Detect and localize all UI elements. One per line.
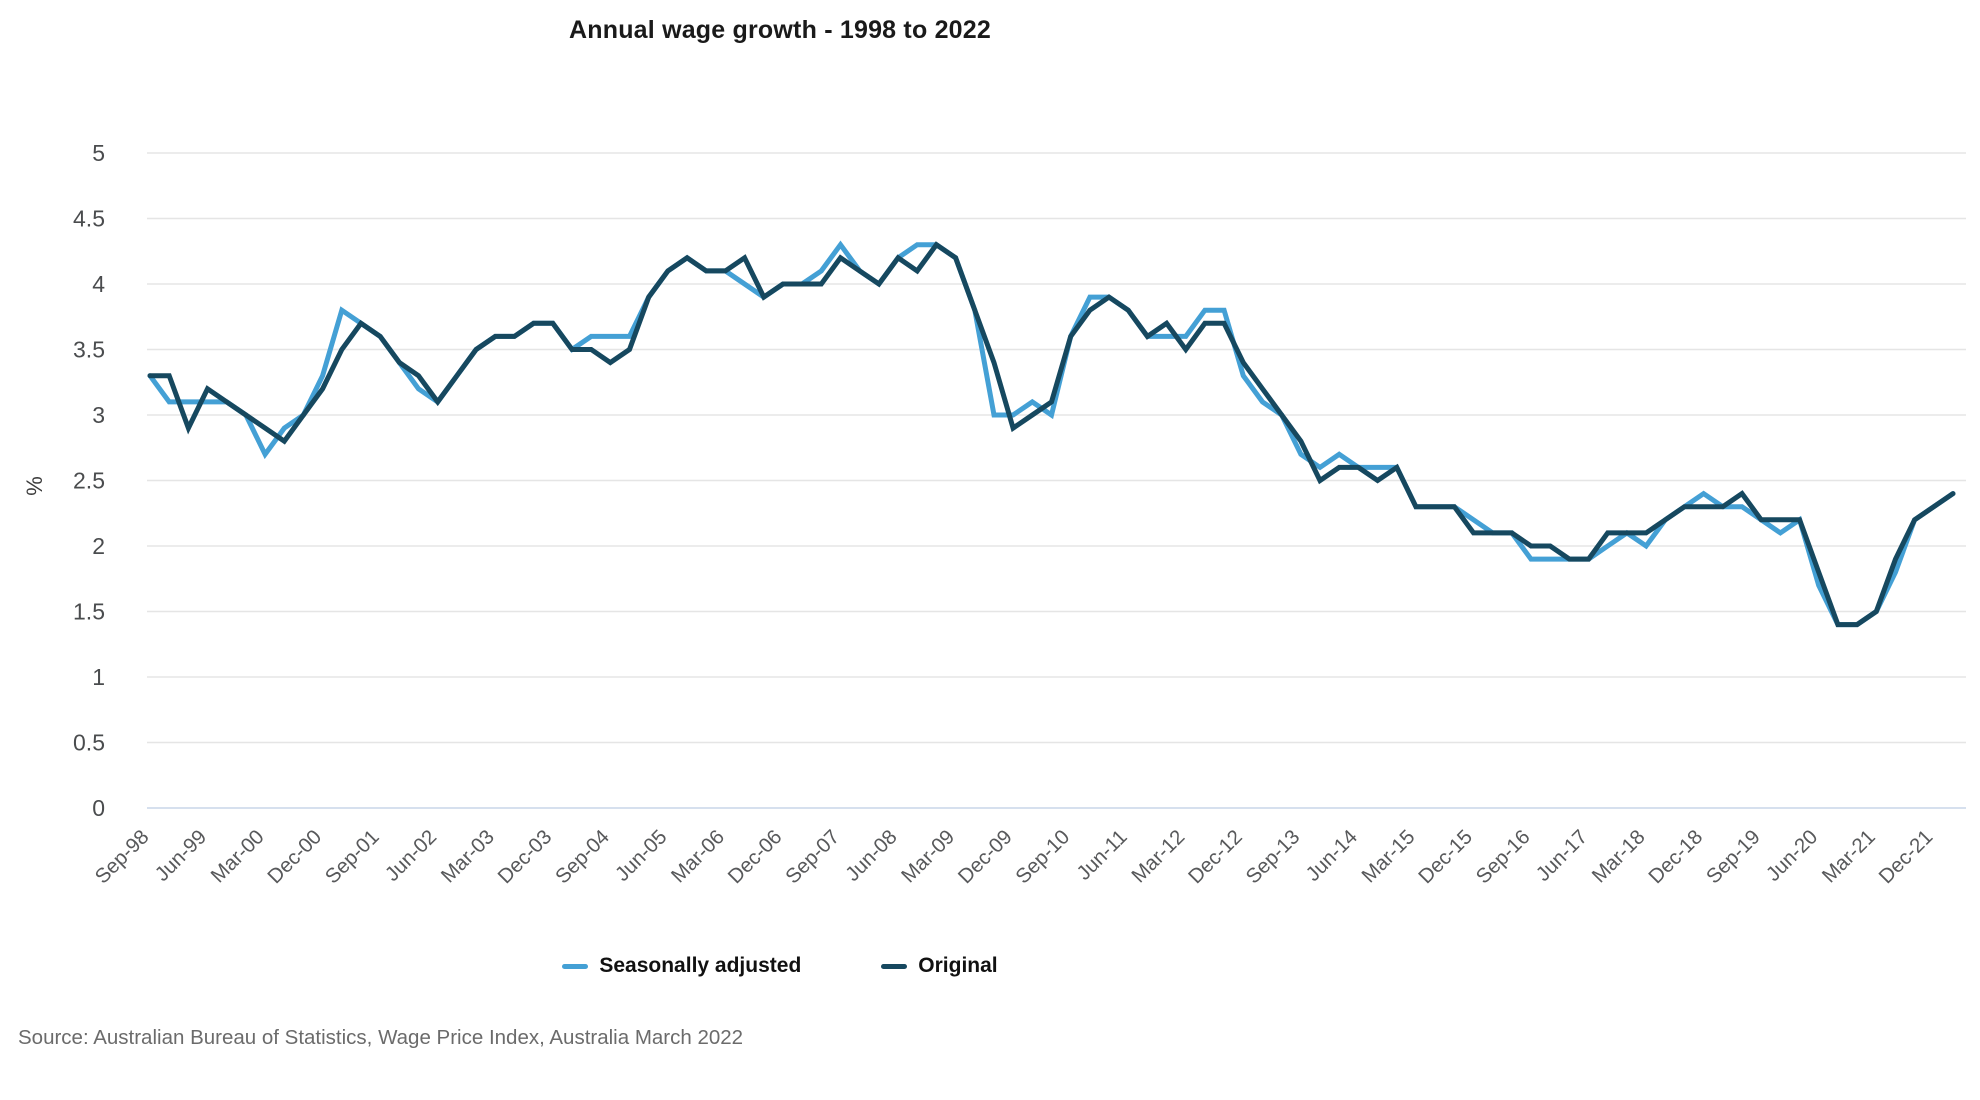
y-axis-labels: 0 0.5 1 1.5 2 2.5 3 3.5 4 4.5 5 <box>73 140 105 821</box>
x-tick-label-Jun-08: Jun-08 <box>841 825 902 886</box>
x-tick-label-Mar-06: Mar-06 <box>667 825 729 887</box>
x-tick-label-Mar-09: Mar-09 <box>897 825 959 887</box>
legend-item-seasonally-adjusted: Seasonally adjusted <box>562 954 801 978</box>
y-tick-label-1: 1 <box>92 664 105 690</box>
x-tick-label-Dec-06: Dec-06 <box>724 825 787 888</box>
x-tick-label-Sep-13: Sep-13 <box>1241 825 1304 888</box>
x-tick-label-Mar-00: Mar-00 <box>206 825 268 887</box>
y-tick-label-2: 2 <box>92 533 105 559</box>
legend-label-seasonally-adjusted: Seasonally adjusted <box>599 954 802 977</box>
x-tick-label-Sep-19: Sep-19 <box>1702 825 1765 888</box>
y-tick-label-2.5: 2.5 <box>73 468 105 494</box>
x-tick-label-Jun-17: Jun-17 <box>1532 825 1593 886</box>
x-tick-label-Mar-21: Mar-21 <box>1818 825 1880 887</box>
x-tick-label-Jun-99: Jun-99 <box>150 825 211 886</box>
y-tick-label-5: 5 <box>92 140 105 166</box>
y-tick-label-1.5: 1.5 <box>73 599 105 625</box>
x-tick-label-Sep-98: Sep-98 <box>91 825 154 888</box>
y-tick-label-4: 4 <box>92 271 105 297</box>
legend-swatch-seasonally-adjusted <box>562 963 589 969</box>
legend: Seasonally adjusted Original <box>0 954 1560 978</box>
x-tick-label-Jun-05: Jun-05 <box>611 825 672 886</box>
x-tick-label-Dec-21: Dec-21 <box>1874 825 1937 888</box>
y-tick-label-4.5: 4.5 <box>73 206 105 232</box>
x-tick-label-Sep-01: Sep-01 <box>321 825 384 888</box>
x-tick-label-Dec-15: Dec-15 <box>1414 825 1477 888</box>
y-tick-label-3.5: 3.5 <box>73 337 105 363</box>
x-axis-labels: Sep-98Jun-99Mar-00Dec-00Sep-01Jun-02Mar-… <box>91 825 1938 888</box>
x-tick-label-Mar-03: Mar-03 <box>437 825 499 887</box>
x-tick-label-Dec-18: Dec-18 <box>1644 825 1707 888</box>
x-tick-label-Dec-09: Dec-09 <box>954 825 1017 888</box>
legend-swatch-original <box>881 963 908 969</box>
series-line-original <box>147 241 1956 628</box>
y-axis-title: % <box>22 476 47 496</box>
x-tick-label-Jun-11: Jun-11 <box>1072 825 1132 885</box>
x-tick-label-Sep-10: Sep-10 <box>1011 825 1074 888</box>
y-tick-label-0.5: 0.5 <box>73 730 105 756</box>
x-tick-label-Mar-18: Mar-18 <box>1587 825 1649 887</box>
gridlines-layer <box>147 152 1966 809</box>
x-tick-label-Sep-04: Sep-04 <box>551 825 614 888</box>
source-note: Source: Australian Bureau of Statistics,… <box>18 1026 744 1049</box>
legend-label-original: Original <box>918 954 998 977</box>
x-tick-label-Sep-16: Sep-16 <box>1472 825 1535 888</box>
x-tick-label-Mar-12: Mar-12 <box>1127 825 1189 887</box>
x-tick-label-Mar-15: Mar-15 <box>1357 825 1419 887</box>
x-tick-label-Dec-03: Dec-03 <box>493 825 556 888</box>
series-line-seasonally-adjusted <box>147 240 1956 628</box>
y-tick-label-3: 3 <box>92 402 105 428</box>
x-tick-label-Jun-20: Jun-20 <box>1762 825 1823 886</box>
x-tick-label-Sep-07: Sep-07 <box>781 825 844 888</box>
x-tick-label-Jun-14: Jun-14 <box>1301 825 1362 886</box>
chart-title: Annual wage growth - 1998 to 2022 <box>569 16 991 44</box>
x-tick-label-Jun-02: Jun-02 <box>381 825 442 886</box>
y-tick-label-0: 0 <box>92 795 105 821</box>
legend-item-original: Original <box>881 954 998 978</box>
x-tick-label-Dec-12: Dec-12 <box>1184 825 1247 888</box>
x-tick-label-Dec-00: Dec-00 <box>263 825 326 888</box>
series-layer <box>147 240 1956 628</box>
